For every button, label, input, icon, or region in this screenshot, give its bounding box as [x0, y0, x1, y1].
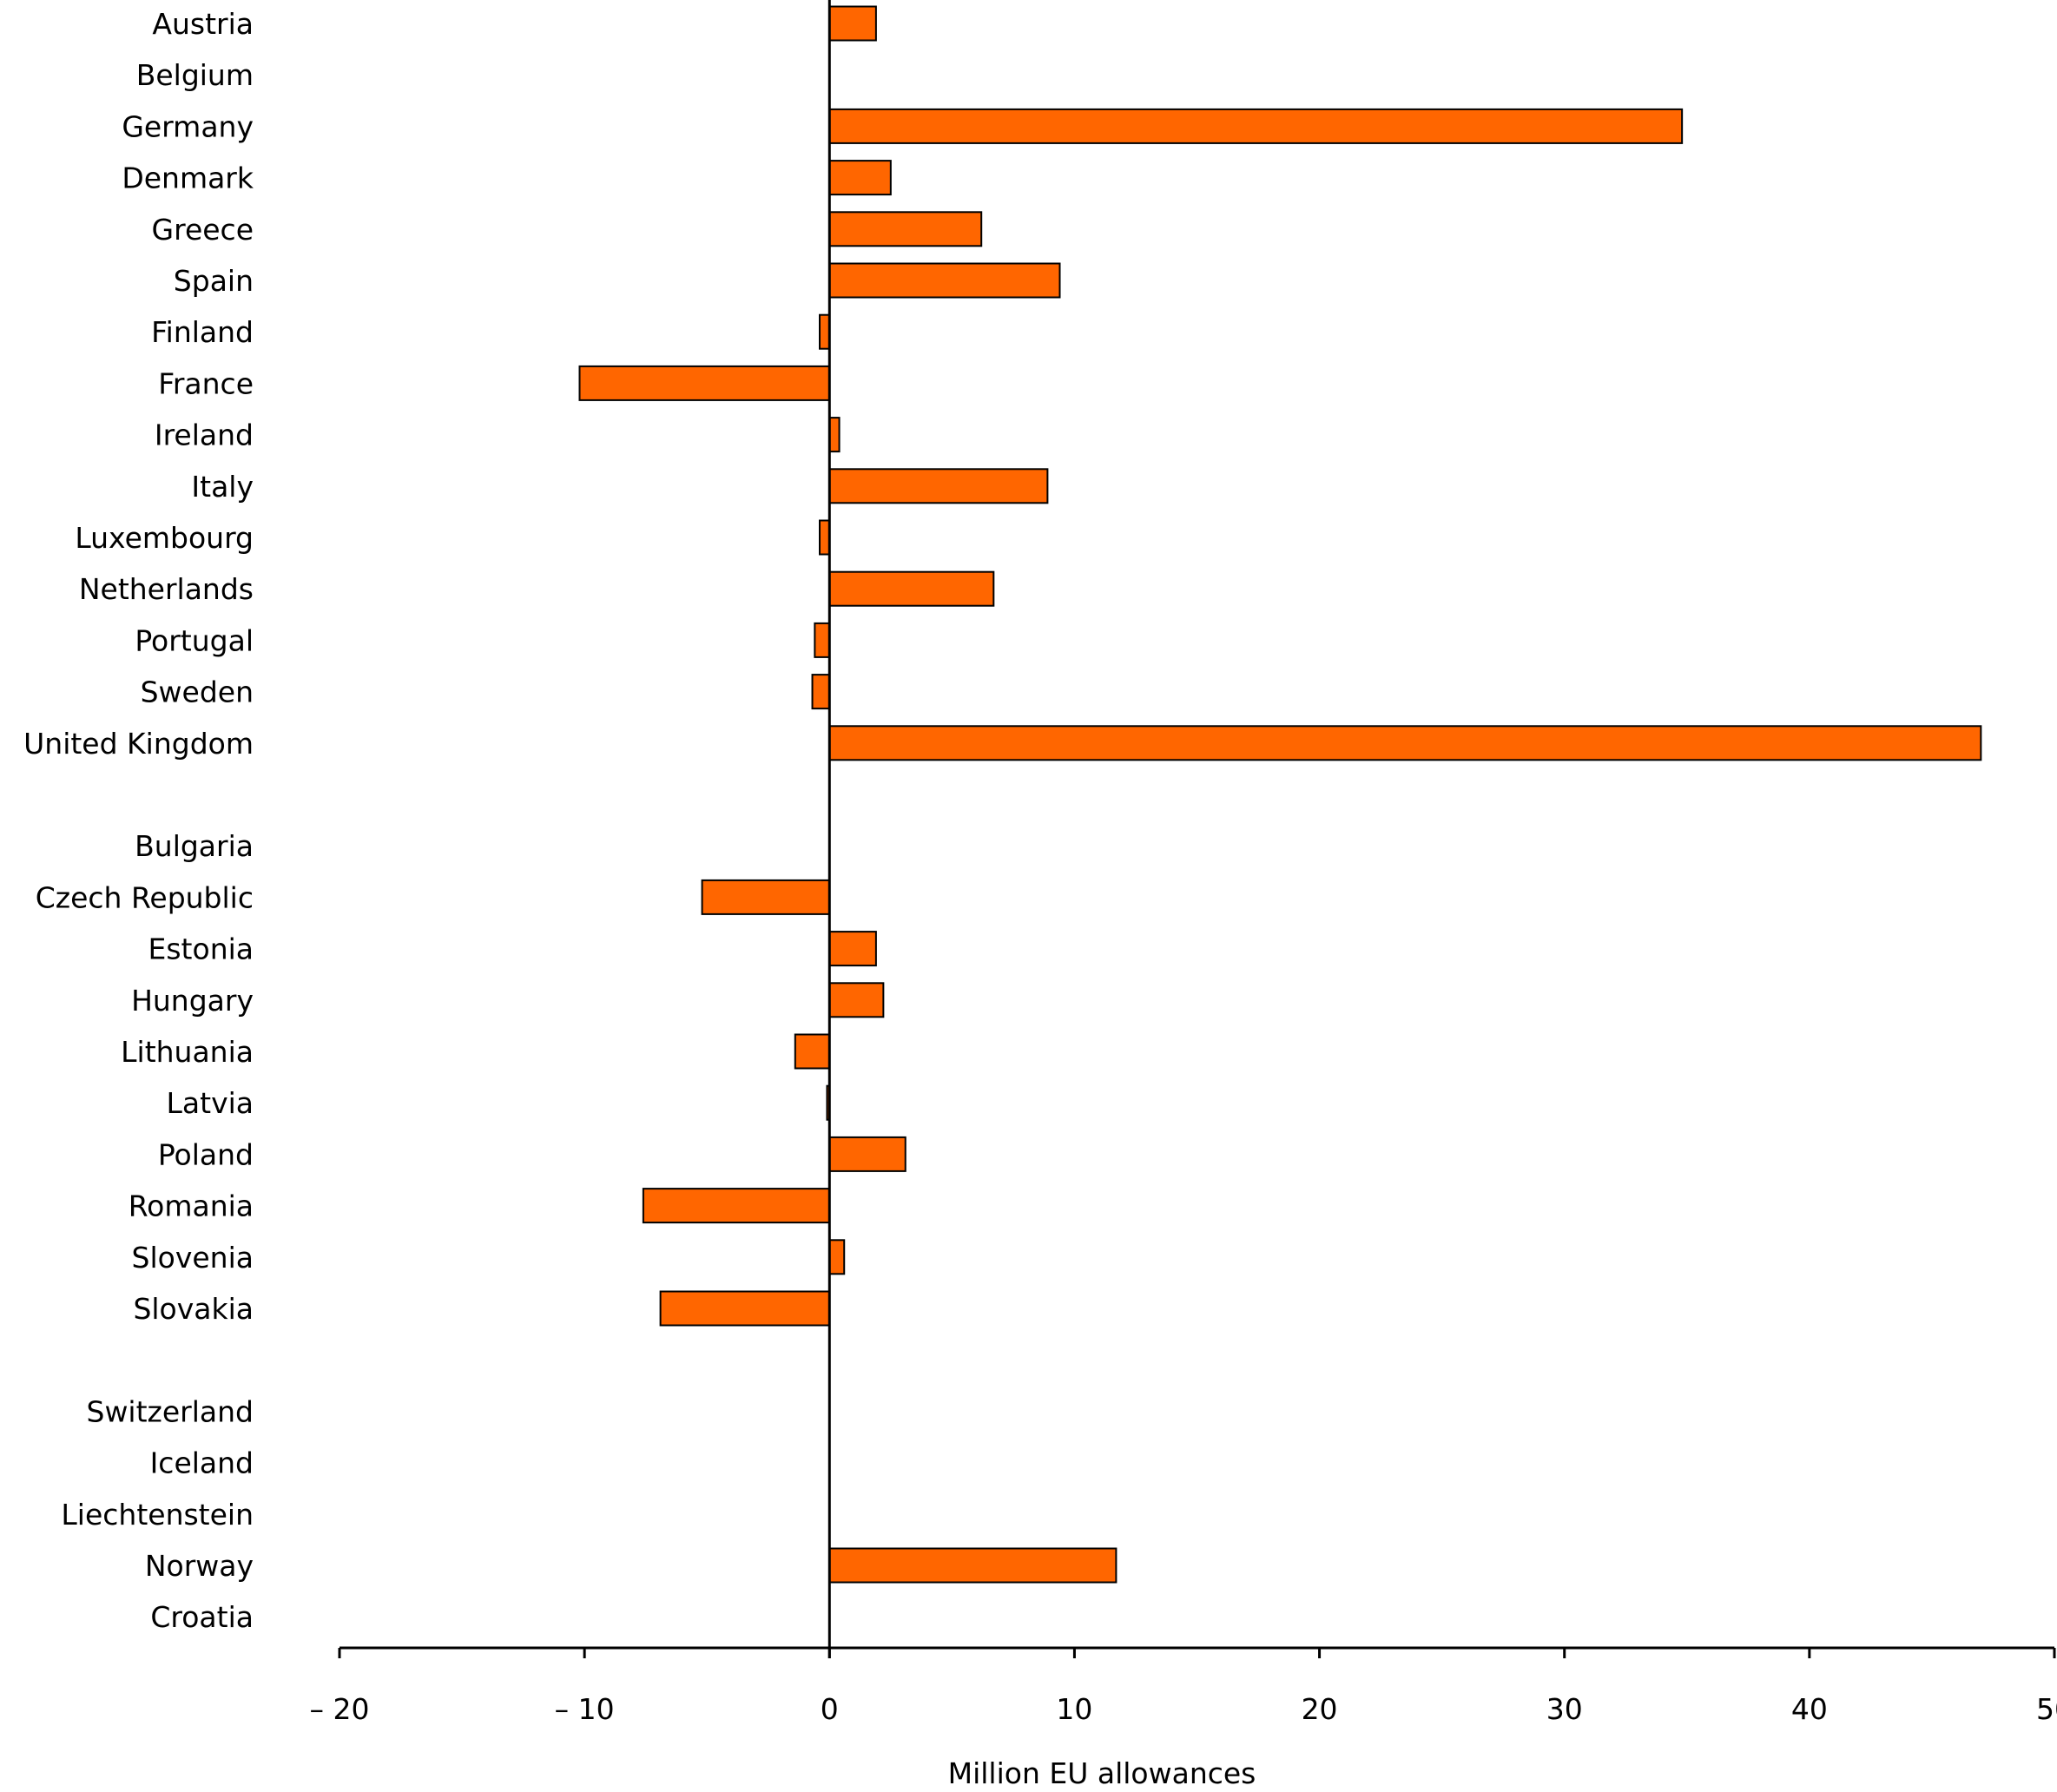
category-label: Italy	[191, 470, 254, 504]
bar-slovenia	[828, 1239, 846, 1275]
category-label: Luxembourg	[75, 521, 254, 555]
category-label: Croatia	[150, 1600, 254, 1634]
bar-czech-republic	[701, 879, 831, 915]
category-label: Greece	[152, 213, 254, 247]
bar-italy	[828, 468, 1049, 504]
bar-luxembourg	[819, 519, 831, 556]
category-labels: Austria Belgium Germany Denmark Greece Spain F…	[23, 7, 254, 1634]
bar-sweden	[811, 674, 831, 710]
category-label: Austria	[152, 7, 254, 41]
bar-finland	[819, 313, 831, 350]
category-label: Slovakia	[133, 1292, 254, 1326]
bar-austria	[828, 5, 877, 42]
bar-ireland	[828, 417, 841, 453]
bar-romania	[642, 1188, 831, 1224]
category-label: France	[158, 366, 254, 400]
bar-slovakia	[659, 1290, 831, 1327]
bar-united-kingdom	[828, 725, 1982, 761]
category-label: Latvia	[167, 1086, 254, 1120]
x-tick-label: 20	[1302, 1692, 1338, 1726]
bar-greece	[828, 211, 983, 247]
category-label: Iceland	[150, 1446, 254, 1480]
category-label: Norway	[145, 1549, 254, 1583]
x-tick-label: – 20	[310, 1692, 370, 1726]
category-label: Spain	[174, 264, 254, 298]
category-label: Slovenia	[132, 1241, 254, 1275]
category-label: Romania	[129, 1189, 254, 1223]
category-label: Poland	[158, 1137, 254, 1171]
x-axis-ticks: – 20 – 10 0 10 20 30 40 50	[310, 1648, 2057, 1726]
x-tick-label: 50	[2036, 1692, 2057, 1726]
category-label: Ireland	[155, 418, 254, 452]
category-label: Hungary	[131, 984, 254, 1018]
category-label: United Kingdom	[23, 727, 254, 761]
x-tick-label: – 10	[555, 1692, 615, 1726]
category-label: Czech Republic	[36, 880, 254, 914]
bars-layer	[578, 5, 1982, 1584]
bar-portugal	[814, 622, 831, 658]
bar-lithuania	[794, 1033, 831, 1070]
x-tick-label: 0	[821, 1692, 839, 1726]
bar-france	[578, 365, 831, 401]
x-axis-title: Million EU allowances	[948, 1756, 1256, 1790]
category-label: Finland	[151, 315, 254, 349]
x-tick-label: 30	[1546, 1692, 1583, 1726]
x-tick-label: 10	[1056, 1692, 1092, 1726]
x-tick-label: 40	[1791, 1692, 1828, 1726]
bar-spain	[828, 262, 1061, 299]
category-label: Estonia	[148, 932, 254, 966]
category-label: Bulgaria	[135, 829, 254, 863]
category-label: Germany	[122, 109, 254, 143]
category-label: Belgium	[136, 58, 254, 92]
bar-norway	[828, 1547, 1118, 1584]
bar-estonia	[828, 931, 877, 967]
bar-hungary	[828, 982, 885, 1018]
category-label: Netherlands	[79, 572, 254, 606]
category-label: Denmark	[122, 161, 254, 195]
category-label: Liechtenstein	[61, 1498, 254, 1532]
category-label: Portugal	[135, 623, 254, 657]
bar-denmark	[828, 160, 892, 196]
bar-netherlands	[828, 570, 995, 607]
bar-poland	[828, 1136, 907, 1172]
category-label: Lithuania	[121, 1035, 254, 1069]
category-label: Switzerland	[87, 1394, 254, 1428]
bar-germany	[828, 108, 1684, 144]
category-label: Sweden	[141, 675, 254, 709]
